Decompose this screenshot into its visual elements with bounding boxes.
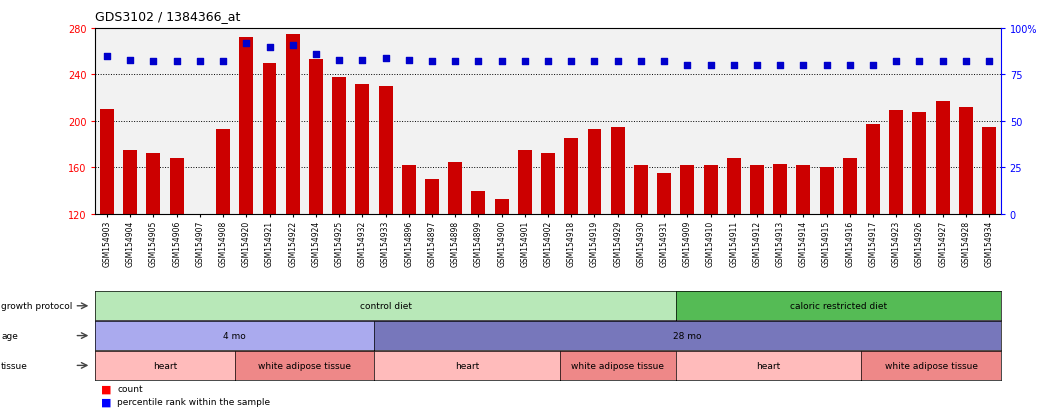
Bar	[843, 159, 857, 214]
Point	[679, 63, 696, 69]
Point	[424, 59, 441, 66]
Point	[354, 57, 370, 64]
Bar	[866, 125, 880, 214]
Text: white adipose tissue: white adipose tissue	[571, 361, 664, 370]
Text: white adipose tissue: white adipose tissue	[258, 361, 351, 370]
Point	[749, 63, 765, 69]
Text: count: count	[117, 384, 143, 393]
Point	[772, 63, 788, 69]
Text: 28 mo: 28 mo	[673, 331, 702, 340]
Point	[539, 59, 556, 66]
Bar	[588, 130, 601, 214]
Text: age: age	[1, 331, 18, 340]
Point	[331, 57, 347, 64]
Bar	[448, 162, 463, 214]
Point	[865, 63, 881, 69]
Bar	[750, 166, 764, 214]
Bar	[913, 112, 926, 214]
Point	[586, 59, 602, 66]
Text: control diet: control diet	[360, 301, 412, 311]
Point	[168, 59, 185, 66]
Point	[145, 59, 162, 66]
Text: ■: ■	[101, 396, 111, 407]
Bar	[356, 85, 369, 214]
Text: white adipose tissue: white adipose tissue	[885, 361, 978, 370]
Text: ■: ■	[101, 384, 111, 394]
Point	[633, 59, 649, 66]
Bar	[216, 130, 230, 214]
Bar	[611, 128, 624, 214]
Point	[610, 59, 626, 66]
Point	[377, 55, 394, 62]
Point	[957, 59, 974, 66]
Bar	[472, 191, 485, 214]
Bar	[401, 166, 416, 214]
Text: heart: heart	[454, 361, 479, 370]
Bar	[495, 199, 508, 214]
Text: heart: heart	[152, 361, 177, 370]
Point	[192, 59, 208, 66]
Bar	[100, 110, 114, 214]
Bar	[819, 168, 834, 214]
Bar	[309, 60, 323, 214]
Bar	[774, 164, 787, 214]
Point	[818, 63, 835, 69]
Point	[261, 44, 278, 51]
Point	[494, 59, 510, 66]
Text: percentile rank within the sample: percentile rank within the sample	[117, 397, 271, 406]
Bar	[146, 154, 161, 214]
Point	[516, 59, 533, 66]
Point	[447, 59, 464, 66]
Bar	[332, 78, 346, 214]
Point	[99, 53, 115, 60]
Bar	[982, 128, 997, 214]
Bar	[634, 166, 648, 214]
Bar	[890, 111, 903, 214]
Point	[122, 57, 139, 64]
Bar	[796, 166, 810, 214]
Bar	[727, 159, 740, 214]
Bar	[657, 174, 671, 214]
Bar	[379, 87, 393, 214]
Point	[888, 59, 904, 66]
Point	[655, 59, 672, 66]
Bar	[123, 151, 137, 214]
Point	[563, 59, 580, 66]
Point	[841, 63, 858, 69]
Point	[308, 52, 325, 58]
Text: heart: heart	[756, 361, 781, 370]
Text: growth protocol: growth protocol	[1, 301, 73, 311]
Bar	[959, 108, 973, 214]
Point	[400, 57, 417, 64]
Text: GDS3102 / 1384366_at: GDS3102 / 1384366_at	[95, 10, 241, 23]
Bar	[703, 166, 718, 214]
Bar	[564, 139, 579, 214]
Text: caloric restricted diet: caloric restricted diet	[789, 301, 887, 311]
Point	[237, 40, 254, 47]
Bar	[935, 102, 950, 214]
Text: tissue: tissue	[1, 361, 28, 370]
Bar	[517, 151, 532, 214]
Point	[934, 59, 951, 66]
Point	[981, 59, 998, 66]
Bar	[541, 154, 555, 214]
Bar	[240, 38, 253, 214]
Bar	[262, 64, 277, 214]
Point	[702, 63, 719, 69]
Bar	[680, 166, 695, 214]
Point	[215, 59, 231, 66]
Point	[284, 42, 301, 49]
Bar	[286, 35, 300, 214]
Bar	[170, 159, 184, 214]
Point	[470, 59, 486, 66]
Point	[912, 59, 928, 66]
Bar	[425, 180, 439, 214]
Text: 4 mo: 4 mo	[223, 331, 246, 340]
Point	[795, 63, 812, 69]
Point	[726, 63, 742, 69]
